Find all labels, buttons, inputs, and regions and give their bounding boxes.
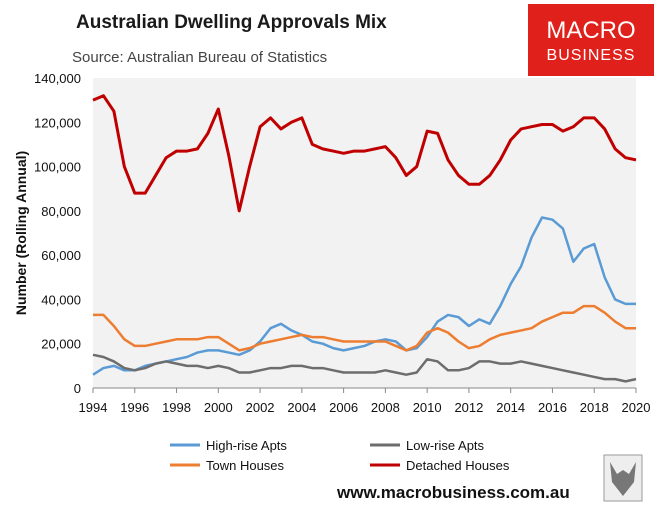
x-tick-label: 2004 bbox=[287, 400, 316, 415]
series-line bbox=[92, 216, 636, 376]
legend-label: Town Houses bbox=[206, 458, 285, 473]
legend-label: Low-rise Apts bbox=[406, 438, 485, 453]
x-tick-label: 1996 bbox=[120, 400, 149, 415]
x-tick-label: 2006 bbox=[329, 400, 358, 415]
logo-box bbox=[528, 4, 654, 76]
series-line bbox=[92, 353, 637, 383]
logo-text: BUSINESS bbox=[547, 47, 636, 64]
x-tick-label: 1998 bbox=[162, 400, 191, 415]
y-tick-label: 80,000 bbox=[41, 204, 81, 219]
y-tick-label: 120,000 bbox=[34, 115, 81, 130]
y-tick-label: 20,000 bbox=[41, 337, 81, 352]
wolf-icon bbox=[603, 454, 643, 502]
x-tick-label: 2018 bbox=[580, 400, 609, 415]
y-tick-label: 100,000 bbox=[34, 160, 81, 175]
x-tick-label: 2000 bbox=[204, 400, 233, 415]
x-tick-label: 1994 bbox=[79, 400, 108, 415]
x-tick-label: 2014 bbox=[496, 400, 525, 415]
y-tick-label: 0 bbox=[74, 381, 81, 396]
logo: MACRO BUSINESS bbox=[528, 4, 654, 76]
x-tick-label: 2016 bbox=[538, 400, 567, 415]
y-tick-label: 60,000 bbox=[41, 248, 81, 263]
x-tick-label: 2012 bbox=[454, 400, 483, 415]
x-tick-label: 2008 bbox=[371, 400, 400, 415]
x-tick-label: 2010 bbox=[413, 400, 442, 415]
series-line bbox=[93, 304, 636, 352]
chart-subtitle: Source: Australian Bureau of Statistics bbox=[72, 49, 327, 66]
y-axis-label: Number (Rolling Annual) bbox=[13, 151, 29, 315]
logo-text: MACRO bbox=[546, 17, 635, 44]
x-tick-label: 2002 bbox=[246, 400, 275, 415]
icon-shape bbox=[610, 462, 636, 496]
x-tick-label: 2020 bbox=[622, 400, 651, 415]
plot-area bbox=[93, 78, 636, 388]
y-tick-label: 140,000 bbox=[34, 71, 81, 86]
series-line bbox=[92, 94, 637, 213]
footer-url: www.macrobusiness.com.au bbox=[336, 483, 570, 502]
legend-label: High-rise Apts bbox=[206, 438, 287, 453]
chart-title: Australian Dwelling Approvals Mix bbox=[76, 12, 387, 33]
legend-label: Detached Houses bbox=[406, 458, 510, 473]
y-tick-label: 40,000 bbox=[41, 292, 81, 307]
